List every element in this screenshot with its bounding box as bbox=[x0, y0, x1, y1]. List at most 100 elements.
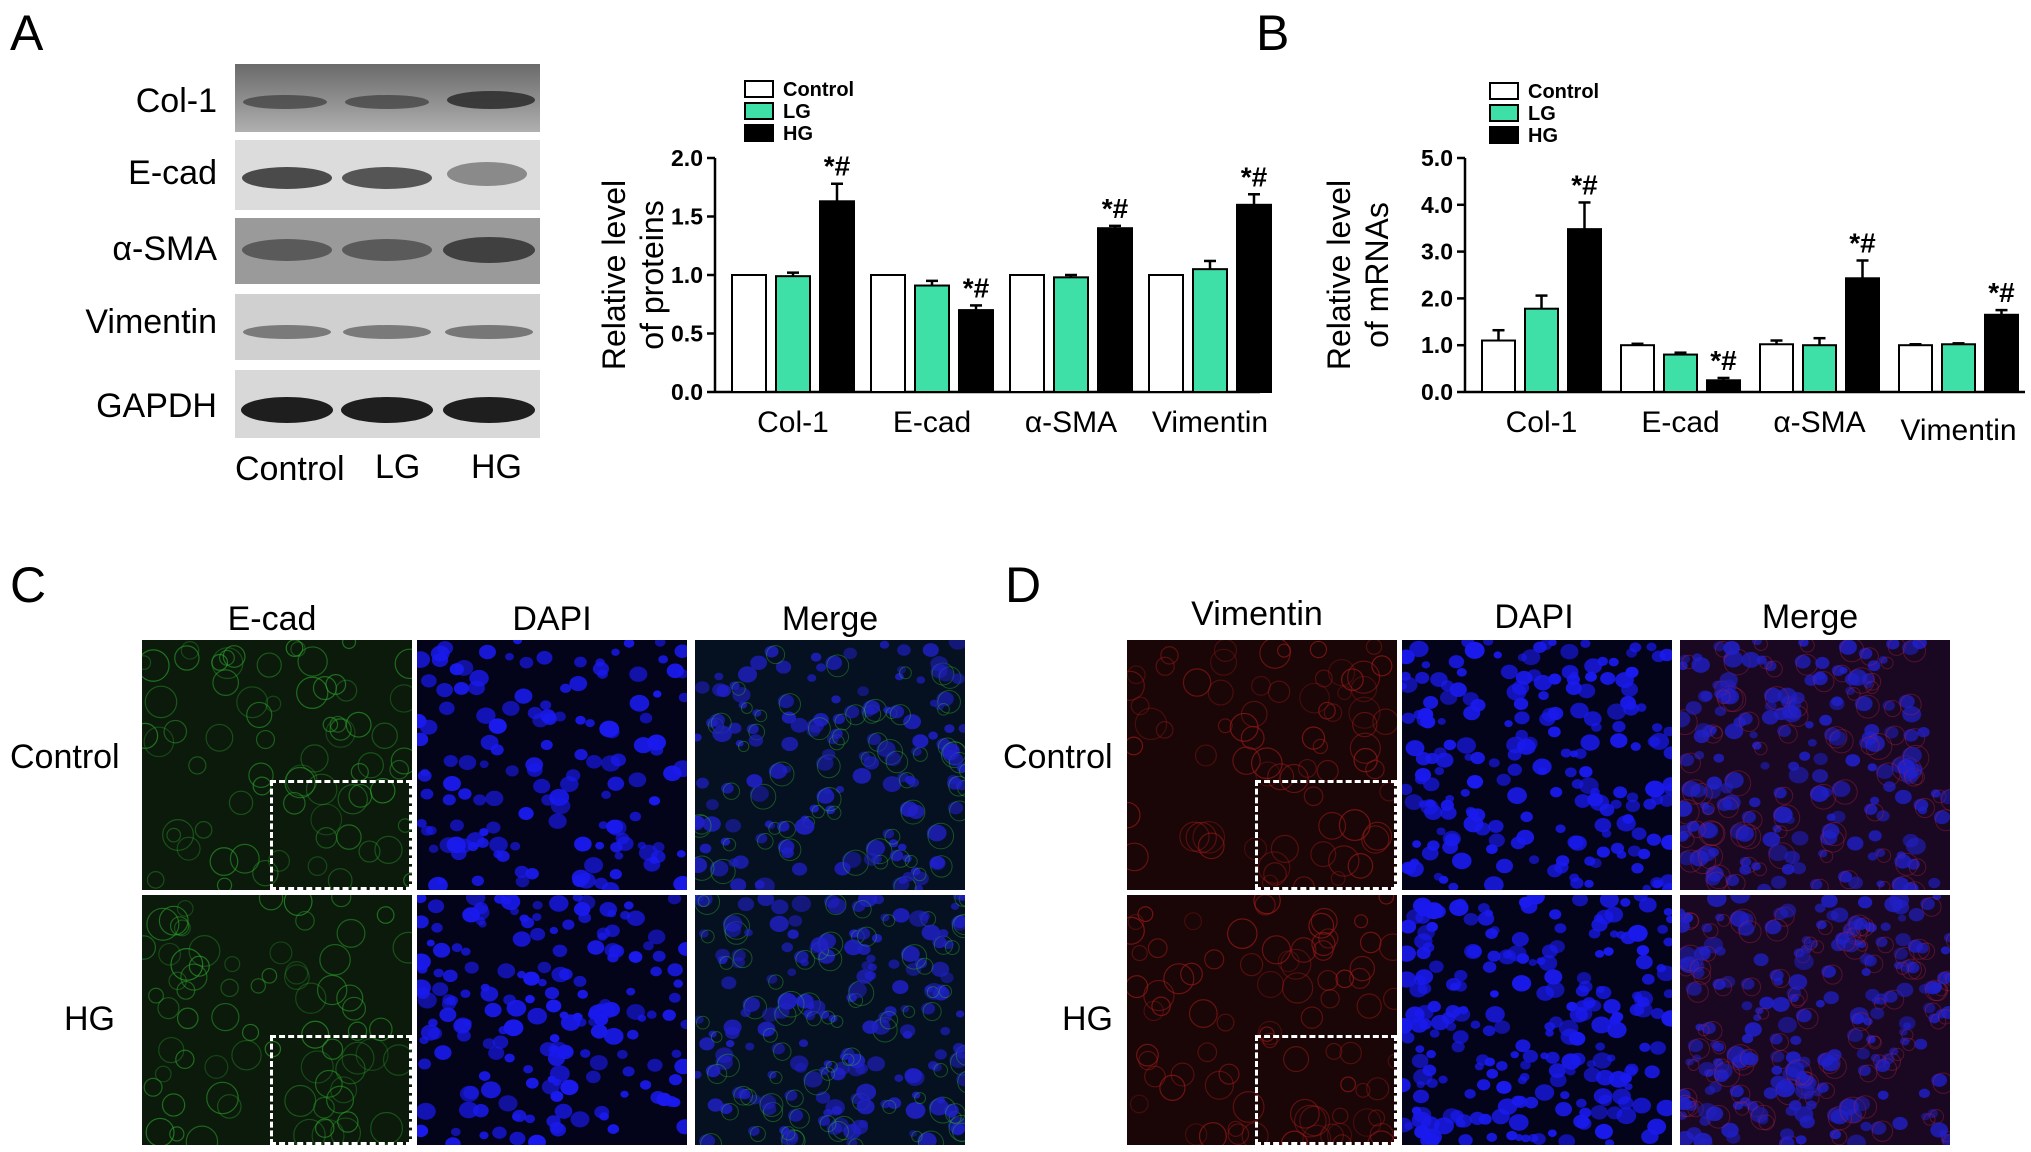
micrograph-tile bbox=[1680, 640, 1950, 890]
significance-mark: *# bbox=[1849, 227, 1876, 258]
legend-swatch bbox=[1489, 126, 1519, 144]
bar bbox=[1236, 203, 1272, 393]
legend-label: Control bbox=[783, 79, 854, 101]
legend-swatch bbox=[744, 80, 774, 98]
blot-image-ecad bbox=[235, 140, 540, 210]
blot-label-asma: α-SMA bbox=[112, 230, 217, 268]
x-tick-label: α-SMA bbox=[1773, 406, 1865, 439]
panel-letter-a: A bbox=[10, 5, 44, 61]
blot-image-gapdh bbox=[235, 370, 540, 438]
micrograph-tile bbox=[1402, 895, 1672, 1145]
micrograph-tile bbox=[1402, 640, 1672, 890]
x-tick-label: E-cad bbox=[893, 406, 971, 439]
y-tick-label: 5.0 bbox=[1421, 145, 1453, 171]
micrograph-tile bbox=[142, 895, 412, 1145]
y-tick-label: 2.0 bbox=[1421, 285, 1453, 311]
y-axis-label: Relative levelof mRNAs bbox=[1321, 180, 1395, 370]
blot-label-col1: Col-1 bbox=[135, 82, 217, 120]
legend-label: Control bbox=[1528, 81, 1599, 103]
micrograph-tile bbox=[142, 640, 412, 890]
x-tick-label: Col-1 bbox=[757, 406, 829, 439]
micrograph-tile bbox=[695, 895, 965, 1145]
legend-label: LG bbox=[1528, 103, 1556, 125]
bar bbox=[1192, 268, 1228, 393]
x-tick-label: Col-1 bbox=[1506, 406, 1578, 439]
legend-label: HG bbox=[783, 123, 813, 145]
blot-label-gapdh: GAPDH bbox=[96, 387, 217, 425]
d-col-title-dapi: DAPI bbox=[1494, 598, 1574, 636]
bar bbox=[1663, 353, 1698, 393]
blot-image-vimentin bbox=[235, 294, 540, 360]
lane-label-lg: LG bbox=[375, 448, 421, 486]
panel-letter-c: C bbox=[10, 557, 47, 613]
panel-letter-d: D bbox=[1005, 557, 1042, 613]
d-row-label-control: Control bbox=[1003, 738, 1113, 776]
bar bbox=[1759, 343, 1794, 394]
x-tick-label: Vimentin bbox=[1152, 406, 1268, 439]
significance-mark: *# bbox=[824, 151, 851, 182]
x-tick-label: Vimentin bbox=[1900, 414, 2016, 447]
bar bbox=[1097, 227, 1133, 393]
bar bbox=[1009, 274, 1045, 393]
x-tick-label: E-cad bbox=[1641, 406, 1719, 439]
bar bbox=[1524, 307, 1559, 393]
x-tick-label: α-SMA bbox=[1025, 406, 1117, 439]
bar bbox=[1706, 379, 1741, 393]
lane-label-control: Control bbox=[235, 450, 345, 488]
y-tick-label: 4.0 bbox=[1421, 192, 1453, 218]
bar bbox=[1941, 343, 1976, 394]
bar bbox=[1984, 313, 2019, 393]
y-tick-label: 1.0 bbox=[1421, 332, 1453, 358]
bar bbox=[914, 284, 950, 393]
micrograph-tile bbox=[1127, 640, 1397, 890]
y-tick-label: 1.5 bbox=[671, 204, 703, 230]
bar bbox=[1898, 344, 1933, 394]
significance-mark: *# bbox=[1102, 193, 1129, 224]
bar bbox=[1845, 277, 1880, 393]
y-axis-label: Relative levelof proteins bbox=[596, 180, 670, 370]
micrograph-tile bbox=[417, 640, 687, 890]
blot-label-ecad: E-cad bbox=[128, 154, 217, 192]
lane-label-hg: HG bbox=[471, 448, 522, 486]
y-tick-label: 2.0 bbox=[671, 145, 703, 171]
y-tick-label: 0.5 bbox=[671, 321, 703, 347]
bar bbox=[1148, 274, 1184, 393]
bar bbox=[1053, 276, 1089, 393]
bar bbox=[775, 275, 811, 393]
y-tick-label: 1.0 bbox=[671, 262, 703, 288]
significance-mark: *# bbox=[1988, 277, 2015, 308]
bar bbox=[1802, 344, 1837, 394]
micrograph-tile bbox=[1127, 895, 1397, 1145]
y-tick-label: 3.0 bbox=[1421, 239, 1453, 265]
blot-image-asma bbox=[235, 218, 540, 284]
d-col-title-vimentin: Vimentin bbox=[1191, 595, 1323, 633]
bar bbox=[870, 274, 906, 393]
mrna-bar-chart: Relative levelof mRNAs 0.0 1.0 2.0 3.0 4.0 5.0… bbox=[1321, 81, 2025, 447]
c-col-title-dapi: DAPI bbox=[512, 600, 592, 638]
d-row-label-hg: HG bbox=[1062, 1000, 1113, 1038]
y-tick-label: 0.0 bbox=[671, 379, 703, 405]
micrograph-tile bbox=[417, 895, 687, 1145]
legend-swatch bbox=[744, 102, 774, 120]
bar bbox=[958, 309, 994, 394]
significance-mark: *# bbox=[1241, 161, 1268, 192]
legend-label: LG bbox=[783, 101, 811, 123]
c-row-label-control: Control bbox=[10, 738, 120, 776]
blot-label-vimentin: Vimentin bbox=[85, 303, 217, 341]
c-col-title-merge: Merge bbox=[781, 600, 879, 638]
bar bbox=[1481, 339, 1516, 393]
panel-letter-b: B bbox=[1256, 5, 1290, 61]
significance-mark: *# bbox=[963, 272, 990, 303]
protein-chart: Relative levelof proteins 0.0 0.5 1.0 1.5 2.0… bbox=[570, 70, 1272, 450]
mrna-chart: Relative levelof mRNAs 0.0 1.0 2.0 3.0 4.0 5.0… bbox=[1310, 70, 2031, 450]
legend-swatch bbox=[1489, 104, 1519, 122]
legend-label: HG bbox=[1528, 125, 1558, 147]
legend-swatch bbox=[744, 124, 774, 142]
c-row-label-hg: HG bbox=[64, 1000, 115, 1038]
bar bbox=[1567, 228, 1602, 393]
bar bbox=[819, 200, 855, 393]
significance-mark: *# bbox=[1571, 169, 1598, 200]
d-col-title-merge: Merge bbox=[1761, 598, 1859, 636]
micrograph-tile bbox=[1680, 895, 1950, 1145]
